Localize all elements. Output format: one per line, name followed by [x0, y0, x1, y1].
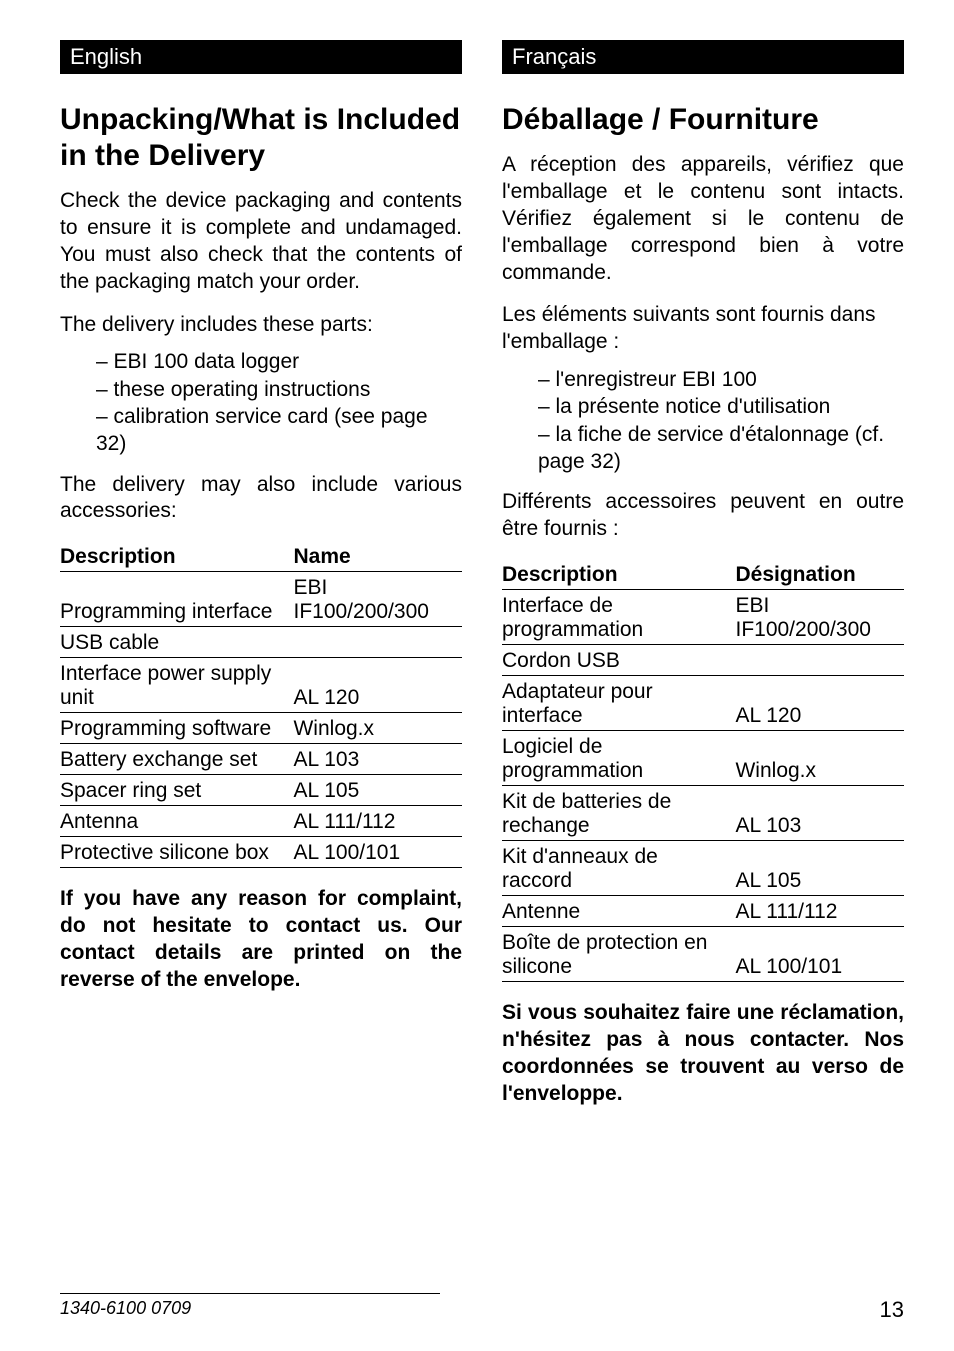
table-row: Logiciel de programmation Winlog.x	[502, 731, 904, 786]
footer-code: 1340-6100 0709	[60, 1298, 191, 1319]
cell-designation: AL 103	[735, 814, 904, 838]
table-row: Programming interface EBI IF100/200/300	[60, 572, 462, 627]
english-accessory-table: Description Name Programming interface E…	[60, 541, 462, 868]
cell-designation: Winlog.x	[735, 759, 904, 783]
cell-name: AL 120	[293, 686, 462, 710]
table-row: Boîte de protection en silicone AL 100/1…	[502, 927, 904, 982]
french-title: Déballage / Fourniture	[502, 102, 904, 138]
english-lang-bar: English	[60, 40, 462, 74]
cell-description: Antenne	[502, 900, 735, 924]
table-row: Adaptateur pour interface AL 120	[502, 676, 904, 731]
page: English Unpacking/What is Included in th…	[0, 0, 954, 1351]
list-item: la présente notice d'utilisation	[538, 393, 904, 420]
table-row: Spacer ring set AL 105	[60, 775, 462, 806]
cell-description: Programming interface	[60, 600, 293, 624]
cell-name: AL 100/101	[293, 841, 462, 865]
french-closing: Si vous souhaitez faire une réclamation,…	[502, 1000, 904, 1108]
page-number: 13	[880, 1297, 904, 1323]
table-row: Antenna AL 111/112	[60, 806, 462, 837]
footer: 1340-6100 0709	[60, 1293, 440, 1319]
french-lang-bar: Français	[502, 40, 904, 74]
list-item: calibration service card (see page 32)	[96, 403, 462, 458]
list-item: l'enregistreur EBI 100	[538, 366, 904, 393]
table-header-row: Description Name	[60, 541, 462, 572]
header-description: Description	[60, 545, 293, 569]
table-header-row: Description Désignation	[502, 559, 904, 590]
cell-name: EBI IF100/200/300	[293, 576, 462, 624]
table-row: Battery exchange set AL 103	[60, 744, 462, 775]
list-item: EBI 100 data logger	[96, 348, 462, 375]
table-row: Antenne AL 111/112	[502, 896, 904, 927]
cell-designation: AL 111/112	[735, 900, 904, 924]
english-para1: Check the device packaging and contents …	[60, 188, 462, 296]
header-description: Description	[502, 563, 735, 587]
cell-name: AL 105	[293, 779, 462, 803]
table-row: Kit de batteries de rechange AL 103	[502, 786, 904, 841]
cell-name: AL 103	[293, 748, 462, 772]
english-para2: The delivery includes these parts:	[60, 312, 462, 339]
list-item: la fiche de service d'étalonnage (cf. pa…	[538, 421, 904, 476]
cell-description: Kit de batteries de rechange	[502, 790, 735, 838]
english-column: English Unpacking/What is Included in th…	[60, 40, 462, 1108]
table-row: Interface power supply unit AL 120	[60, 658, 462, 713]
cell-designation: AL 105	[735, 869, 904, 893]
list-item: these operating instructions	[96, 376, 462, 403]
cell-description: Programming software	[60, 717, 293, 741]
cell-description: Spacer ring set	[60, 779, 293, 803]
cell-description: Interface de programmation	[502, 594, 735, 642]
french-para1: A réception des appareils, vérifiez que …	[502, 152, 904, 286]
cell-description: Kit d'anneaux de raccord	[502, 845, 735, 893]
cell-description: Interface power supply unit	[60, 662, 293, 710]
english-bullet-list: EBI 100 data logger these operating inst…	[96, 348, 462, 457]
table-row: Programming software Winlog.x	[60, 713, 462, 744]
cell-description: Antenna	[60, 810, 293, 834]
header-designation: Désignation	[735, 563, 904, 587]
two-column-layout: English Unpacking/What is Included in th…	[60, 40, 904, 1108]
cell-designation: AL 100/101	[735, 955, 904, 979]
table-row: Cordon USB	[502, 645, 904, 676]
english-para3: The delivery may also include various ac…	[60, 472, 462, 526]
table-row: Protective silicone box AL 100/101	[60, 837, 462, 868]
cell-description: Battery exchange set	[60, 748, 293, 772]
table-row: Interface de programmation EBI IF100/200…	[502, 590, 904, 645]
french-para3: Différents accessoires peuvent en outre …	[502, 489, 904, 543]
cell-description: Boîte de protection en silicone	[502, 931, 735, 979]
table-row: USB cable	[60, 627, 462, 658]
french-para2: Les éléments suivants sont fournis dans …	[502, 302, 904, 356]
cell-designation: AL 120	[735, 704, 904, 728]
cell-name: Winlog.x	[293, 717, 462, 741]
cell-name: AL 111/112	[293, 810, 462, 834]
cell-description: Protective silicone box	[60, 841, 293, 865]
english-title: Unpacking/What is Included in the Delive…	[60, 102, 462, 174]
cell-description: Logiciel de programmation	[502, 735, 735, 783]
french-bullet-list: l'enregistreur EBI 100 la présente notic…	[538, 366, 904, 475]
cell-description: USB cable	[60, 631, 293, 655]
english-closing: If you have any reason for complaint, do…	[60, 886, 462, 994]
cell-description: Adaptateur pour interface	[502, 680, 735, 728]
cell-designation: EBI IF100/200/300	[735, 594, 904, 642]
table-row: Kit d'anneaux de raccord AL 105	[502, 841, 904, 896]
french-column: Français Déballage / Fourniture A récept…	[502, 40, 904, 1108]
french-accessory-table: Description Désignation Interface de pro…	[502, 559, 904, 982]
cell-description: Cordon USB	[502, 649, 735, 673]
header-name: Name	[293, 545, 462, 569]
